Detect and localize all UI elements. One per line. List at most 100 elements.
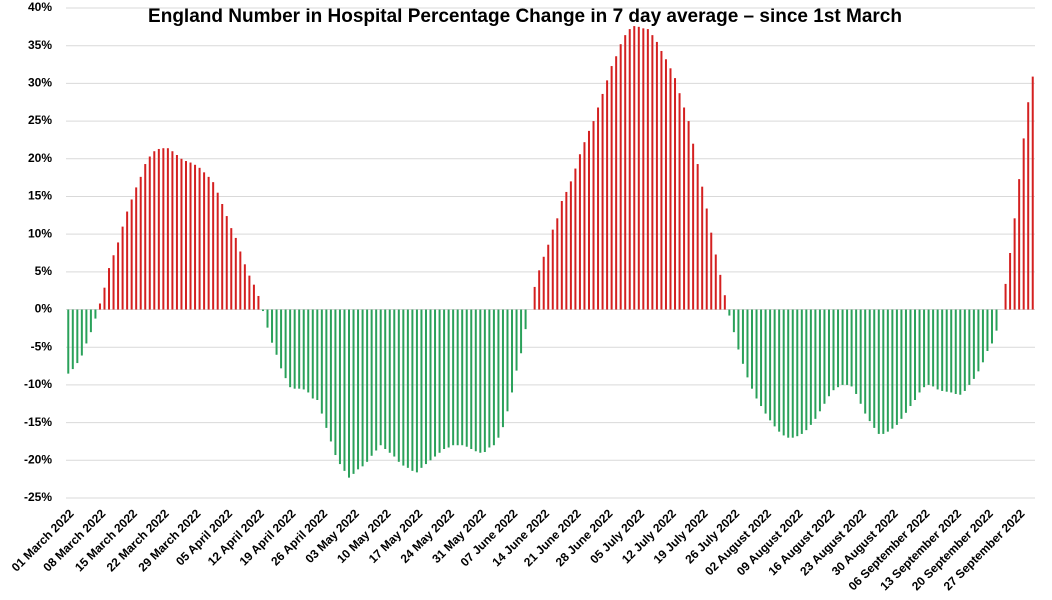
- bar: [80, 309, 83, 356]
- bar: [628, 29, 631, 310]
- bar: [927, 309, 930, 385]
- bar: [284, 309, 287, 379]
- bar: [796, 309, 799, 437]
- bar: [94, 309, 97, 319]
- bar: [728, 309, 731, 316]
- bar: [719, 274, 722, 310]
- bar: [424, 309, 427, 465]
- bar: [841, 309, 844, 385]
- bar: [261, 309, 264, 312]
- bar: [257, 295, 260, 310]
- bar: [221, 204, 224, 310]
- bar: [1018, 179, 1021, 310]
- bar: [941, 309, 944, 391]
- bar: [773, 309, 776, 427]
- bar: [760, 309, 763, 407]
- bar: [275, 309, 278, 355]
- bar: [556, 218, 559, 310]
- bar: [737, 309, 740, 350]
- bar: [420, 309, 423, 468]
- bar: [438, 309, 441, 453]
- bar: [732, 309, 735, 333]
- bar: [637, 26, 640, 310]
- bar: [1031, 76, 1034, 310]
- bar: [655, 41, 658, 310]
- bar: [243, 264, 246, 310]
- bar: [397, 309, 400, 462]
- bar: [592, 121, 595, 310]
- bar: [280, 309, 283, 369]
- bar: [139, 176, 142, 310]
- bar: [252, 284, 255, 310]
- bar: [361, 309, 364, 467]
- bar: [492, 309, 495, 446]
- bar: [112, 255, 115, 310]
- bar: [1022, 138, 1025, 310]
- bar: [755, 309, 758, 399]
- bar: [189, 162, 192, 310]
- bar: [950, 309, 953, 393]
- bar: [180, 158, 183, 310]
- bar: [542, 256, 545, 310]
- bar: [701, 186, 704, 310]
- bar: [850, 309, 853, 387]
- bar: [470, 309, 473, 449]
- y-tick-label: -25%: [24, 490, 52, 504]
- bar: [456, 309, 459, 446]
- bar: [683, 107, 686, 310]
- bar: [198, 167, 201, 310]
- bar: [266, 309, 269, 328]
- y-tick-label: 25%: [28, 113, 52, 127]
- bar: [497, 309, 500, 438]
- bar: [379, 309, 382, 446]
- bar: [846, 309, 849, 385]
- bar: [587, 130, 590, 310]
- bar: [533, 286, 536, 310]
- bar: [1004, 283, 1007, 310]
- bar: [923, 309, 926, 388]
- bar: [225, 216, 228, 310]
- bar: [302, 309, 305, 390]
- bar: [574, 168, 577, 310]
- bar: [461, 309, 464, 446]
- bar: [995, 309, 998, 331]
- bar: [343, 309, 346, 471]
- bar: [778, 309, 781, 432]
- bar: [782, 309, 785, 436]
- y-tick-label: 10%: [28, 226, 52, 240]
- bar: [882, 309, 885, 434]
- bar: [71, 309, 74, 370]
- bar: [348, 309, 351, 478]
- bar: [121, 226, 124, 310]
- bar: [986, 309, 989, 351]
- bar: [135, 187, 138, 310]
- bar: [307, 309, 310, 393]
- bar: [393, 309, 396, 457]
- bar: [669, 68, 672, 310]
- bar: [696, 164, 699, 310]
- bar: [583, 142, 586, 310]
- bar: [375, 309, 378, 451]
- y-tick-label: -10%: [24, 377, 52, 391]
- bar: [230, 228, 233, 310]
- bar: [741, 309, 744, 364]
- bar: [868, 309, 871, 422]
- bar: [406, 309, 409, 468]
- bar: [76, 309, 79, 364]
- bar: [153, 151, 156, 310]
- bar: [148, 156, 151, 310]
- bar: [289, 309, 292, 388]
- y-tick-label: -15%: [24, 415, 52, 429]
- bar: [130, 199, 133, 310]
- bar: [977, 309, 980, 372]
- bar: [357, 309, 360, 470]
- bar: [162, 148, 165, 310]
- bar: [818, 309, 821, 412]
- bar: [144, 164, 147, 310]
- bar: [329, 309, 332, 442]
- bar: [411, 309, 414, 471]
- bar: [447, 309, 450, 448]
- bar: [175, 155, 178, 310]
- bar: [914, 309, 917, 400]
